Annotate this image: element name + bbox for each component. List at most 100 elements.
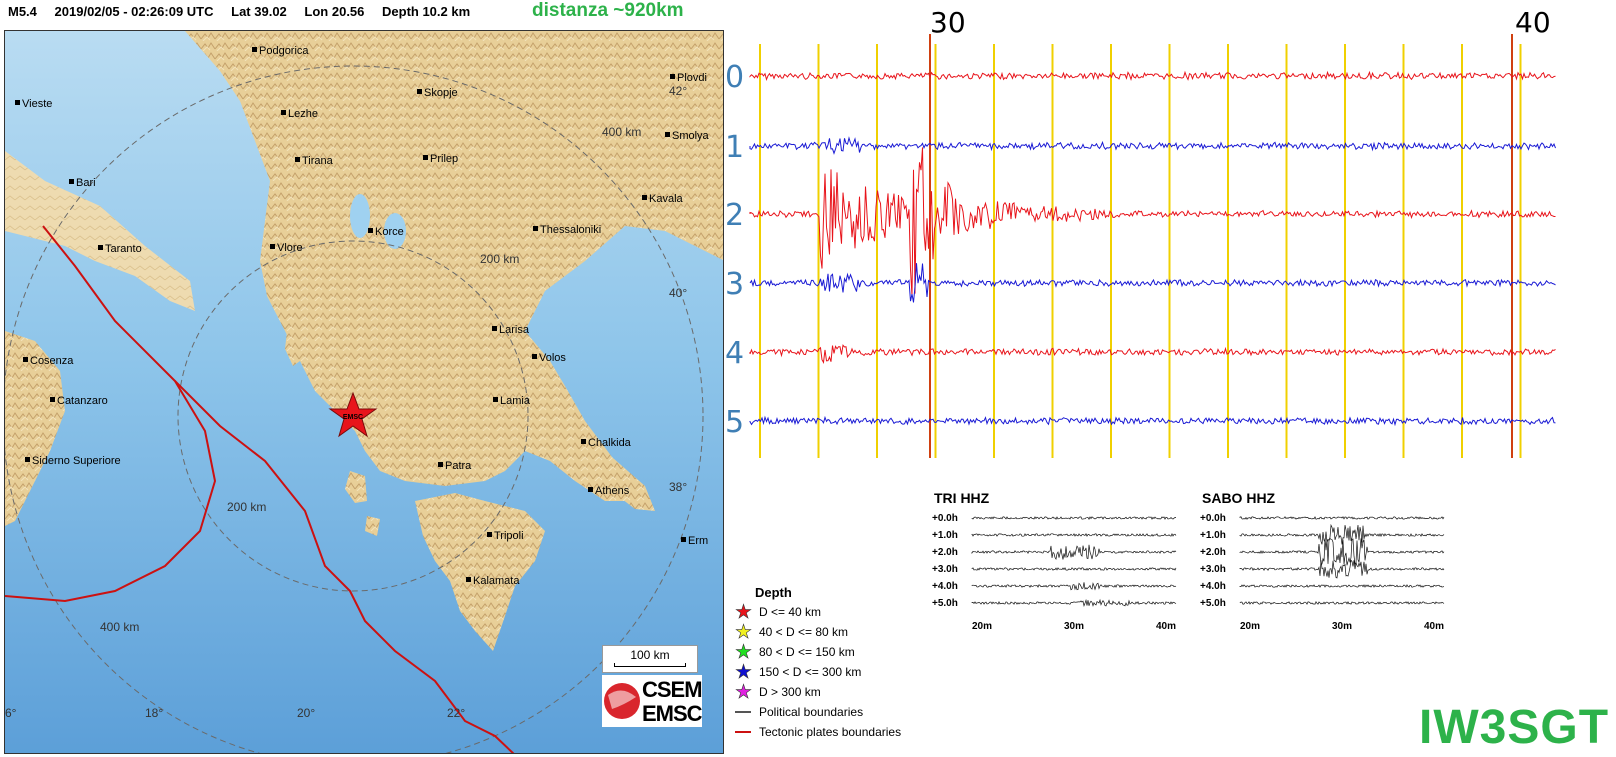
channel-label: 5	[725, 405, 744, 440]
legend-label: 150 < D <= 300 km	[759, 665, 862, 679]
legend-label: 80 < D <= 150 km	[759, 645, 855, 659]
helicorder-x-tick: 40m	[1424, 621, 1444, 632]
depth-legend: Depth ★ D <= 40 km ★ 40 < D <= 80 km ★ 80 < D…	[735, 585, 901, 742]
city-marker: Skopje	[417, 83, 458, 101]
city-name: Siderno Superiore	[32, 455, 121, 467]
event-lat: Lat 39.02	[231, 4, 287, 19]
city-marker: Plovdi	[670, 68, 707, 86]
legend-line-swatch	[735, 731, 751, 733]
depth-star-icon: ★	[735, 641, 753, 664]
helicorder-row-label: +4.0h	[932, 581, 958, 592]
legend-depth-row: ★ 150 < D <= 300 km	[735, 661, 901, 684]
corfu-island	[285, 331, 300, 366]
seismogram-traces	[749, 70, 1556, 427]
channel-label: 0	[725, 60, 744, 95]
scale-bar-line	[614, 663, 686, 667]
city-name: Smolya	[672, 130, 709, 142]
tectonic-boundary-hellenic	[174, 380, 515, 753]
city-name: Taranto	[105, 243, 142, 255]
zakynthos-island	[365, 516, 380, 536]
legend-title: Depth	[755, 585, 792, 600]
helicorder-row-label: +3.0h	[1200, 564, 1226, 575]
city-name: Prilep	[430, 153, 459, 165]
lon-label: 20°	[297, 706, 315, 720]
seismogram-channel-labels: 0 1 2 3 4 5	[725, 60, 744, 440]
city-name: Erm	[688, 535, 709, 547]
city-square-icon	[487, 532, 492, 538]
city-square-icon	[670, 74, 675, 80]
depth-star-icon: ★	[735, 681, 753, 704]
calabria-land	[5, 331, 65, 526]
city-marker: Podgorica	[252, 41, 309, 59]
legend-label: D > 300 km	[759, 685, 821, 699]
depth-star-icon: ★	[735, 621, 753, 644]
city-marker: Erm	[681, 531, 708, 549]
helicorder-x-tick: 20m	[1240, 621, 1260, 632]
city-name: Cosenza	[30, 355, 74, 367]
city-square-icon	[681, 537, 686, 543]
city-name: Podgorica	[259, 45, 309, 57]
helicorder-row-label: +2.0h	[932, 547, 958, 558]
helicorder-trace	[971, 544, 1177, 561]
helicorder-x-tick: 30m	[1064, 621, 1084, 632]
city-marker: Prilep	[423, 149, 458, 167]
map-canvas: EMSC 200 km 200 km 400 km 400 km 42° 40°…	[5, 31, 723, 753]
city-marker: Patra	[438, 456, 471, 474]
channel-label: 3	[725, 267, 744, 302]
event-lon: Lon 20.56	[304, 4, 365, 19]
city-square-icon	[533, 226, 538, 232]
lake-prespa	[384, 213, 406, 249]
peloponnese-land	[415, 493, 545, 651]
city-name: Korce	[375, 226, 404, 238]
ring-label: 400 km	[100, 620, 139, 634]
scale-bar: 100 km	[602, 645, 698, 673]
legend-label: 40 < D <= 80 km	[759, 625, 849, 639]
city-marker: Bari	[69, 173, 96, 191]
lake-ohrid	[350, 194, 370, 238]
legend-depth-row: ★ D <= 40 km	[735, 601, 901, 624]
city-name: Vlore	[277, 242, 303, 254]
trace-line	[749, 415, 1556, 427]
legend-depth-row: ★ 40 < D <= 80 km	[735, 621, 901, 644]
legend-depth-row: ★ 80 < D <= 150 km	[735, 641, 901, 664]
depth-star-icon: ★	[735, 601, 753, 624]
city-marker: Siderno Superiore	[25, 451, 121, 469]
city-name: Larisa	[499, 324, 529, 336]
city-marker: Kavala	[642, 189, 683, 207]
lat-label: 38°	[669, 480, 687, 494]
trace-line	[749, 70, 1556, 81]
lat-label: 42°	[669, 84, 687, 98]
trace-line	[749, 136, 1556, 155]
event-depth: Depth 10.2 km	[382, 4, 471, 19]
lon-label: 18°	[145, 706, 163, 720]
city-marker: Volos	[532, 348, 566, 366]
helicorder-trace	[971, 582, 1177, 591]
city-square-icon	[368, 228, 373, 234]
event-distance: distanza ~920km	[532, 0, 684, 21]
legend-items: ★ D <= 40 km ★ 40 < D <= 80 km ★ 80 < D <= 15…	[735, 601, 901, 742]
city-square-icon	[281, 110, 286, 116]
time-marker-40: 40	[1515, 6, 1551, 39]
channel-label: 1	[725, 130, 744, 165]
city-marker: Larisa	[492, 320, 529, 338]
city-square-icon	[581, 439, 586, 445]
csem-emsc-logo: CSEM EMSC	[602, 675, 703, 727]
helicorder-x-tick: 30m	[1332, 621, 1352, 632]
helicorder-row-label: +1.0h	[932, 530, 958, 541]
city-square-icon	[466, 577, 471, 583]
city-square-icon	[423, 155, 428, 161]
helicorder-0: TRI HHZ +0.0h +1.0h +2.0h +3.0h +4.0h +5.0h 20m…	[932, 490, 1177, 632]
legend-label: Political boundaries	[759, 705, 864, 719]
helicorder-row-label: +5.0h	[1200, 598, 1226, 609]
city-name: Skopje	[424, 87, 458, 99]
event-magnitude: M5.4	[8, 4, 37, 19]
lat-label: 40°	[669, 286, 687, 300]
epicenter-map: EMSC 200 km 200 km 400 km 400 km 42° 40°…	[4, 30, 724, 754]
csem-globe-icon	[604, 683, 640, 719]
city-name: Kalamata	[473, 575, 520, 587]
city-name: Chalkida	[588, 437, 631, 449]
epicenter-star-icon	[328, 391, 378, 438]
helicorder-1: SABO HHZ +0.0h +1.0h +2.0h +3.0h +4.0h +5.0h 20…	[1200, 490, 1445, 632]
helicorder-trace	[1239, 584, 1445, 588]
city-marker: Taranto	[98, 239, 142, 257]
